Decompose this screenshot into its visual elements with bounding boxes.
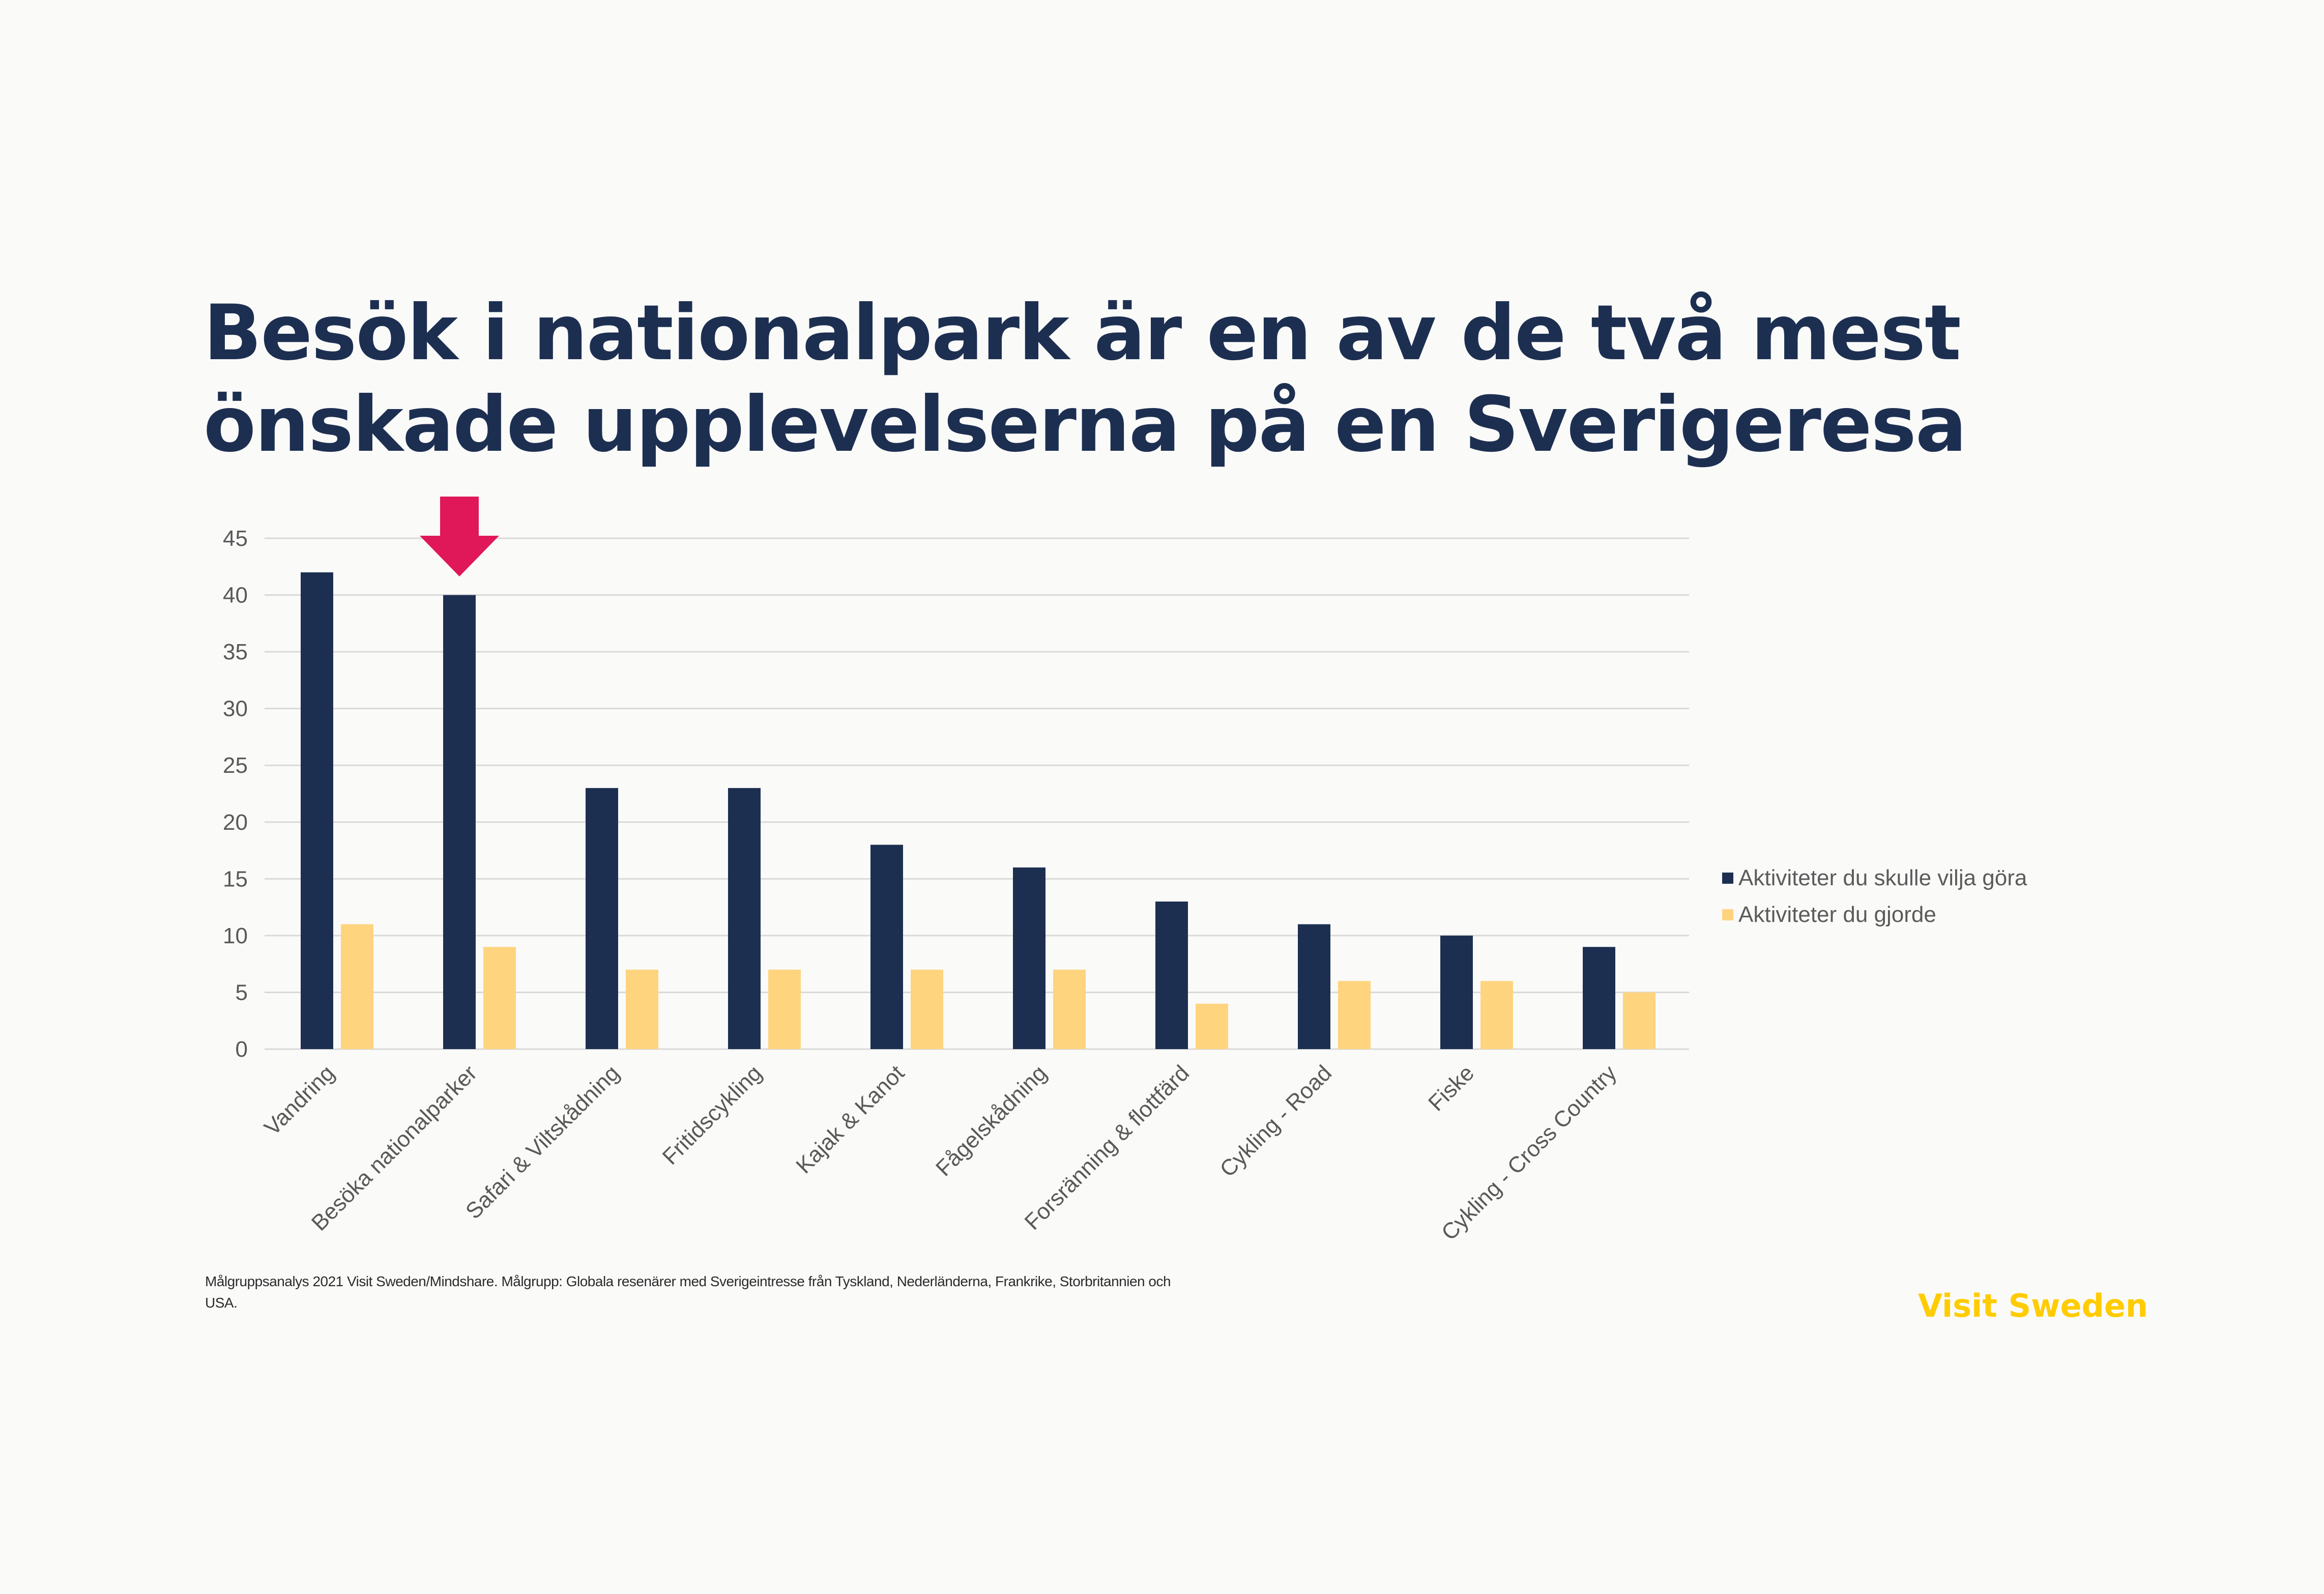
bar-did [1480, 981, 1513, 1049]
bar-want [586, 788, 618, 1049]
legend-item-want: Aktiviteter du skulle vilja göra [1722, 860, 2027, 896]
bar-want [1583, 947, 1615, 1049]
bar-did [341, 924, 373, 1049]
highlight-marker [420, 497, 499, 576]
legend-label-did: Aktiviteter du gjorde [1738, 902, 1936, 927]
legend-label-want: Aktiviteter du skulle vilja göra [1738, 865, 2027, 890]
y-tick-label: 45 [223, 526, 248, 551]
y-tick-label: 10 [223, 923, 248, 948]
bar-want [870, 845, 903, 1049]
chart-title: Besök i nationalpark är en av de två mes… [204, 289, 1967, 469]
legend: Aktiviteter du skulle vilja göra Aktivit… [1722, 860, 2027, 933]
legend-item-did: Aktiviteter du gjorde [1722, 896, 2027, 933]
bar-did [1623, 992, 1655, 1049]
x-tick-label: Fågelskådning [931, 1060, 1052, 1181]
legend-swatch-did [1722, 909, 1733, 920]
bar-did [483, 947, 516, 1049]
bar-did [1053, 969, 1086, 1049]
gridlines [265, 537, 1689, 1050]
x-tick-label: Forsränning & flottfärd [1020, 1060, 1194, 1234]
bar-want [728, 788, 761, 1049]
bar-want [1013, 867, 1045, 1049]
source-note: Målgruppsanalys 2021 Visit Sweden/Mindsh… [205, 1273, 1171, 1311]
y-axis-tick-labels: 0 5 10 15 20 25 30 35 40 45 [223, 526, 248, 1062]
bar-want [1440, 935, 1473, 1049]
bars [301, 572, 1655, 1049]
bar-did [911, 969, 943, 1049]
legend-swatch-want [1722, 873, 1733, 884]
x-tick-label: Safari & Viltskådning [461, 1060, 624, 1224]
y-tick-label: 20 [223, 810, 248, 835]
y-tick-label: 40 [223, 583, 248, 608]
highlight-arrow-icon [420, 497, 499, 576]
x-tick-label: Besöka nationalparker [307, 1060, 482, 1235]
bar-did [1338, 981, 1371, 1049]
y-tick-label: 15 [223, 866, 248, 891]
bar-did [1196, 1003, 1228, 1049]
x-tick-label: Fritidscykling [658, 1060, 767, 1169]
bar-want [301, 572, 333, 1049]
x-tick-label: Vandring [259, 1060, 339, 1140]
bar-did [768, 969, 801, 1049]
x-tick-label: Cykling - Road [1215, 1060, 1337, 1182]
bar-want [443, 595, 476, 1049]
y-tick-label: 35 [223, 640, 248, 664]
bar-want [1298, 924, 1330, 1049]
bar-want [1155, 901, 1188, 1049]
brand-logo: Visit Sweden [1918, 1287, 2148, 1324]
x-tick-label: Kajak & Kanot [791, 1060, 909, 1178]
y-tick-label: 0 [236, 1037, 248, 1062]
y-tick-label: 30 [223, 697, 248, 721]
x-tick-label: Fiske [1424, 1060, 1479, 1116]
y-tick-label: 25 [223, 753, 248, 778]
bar-did [626, 969, 658, 1049]
y-tick-label: 5 [236, 980, 248, 1005]
